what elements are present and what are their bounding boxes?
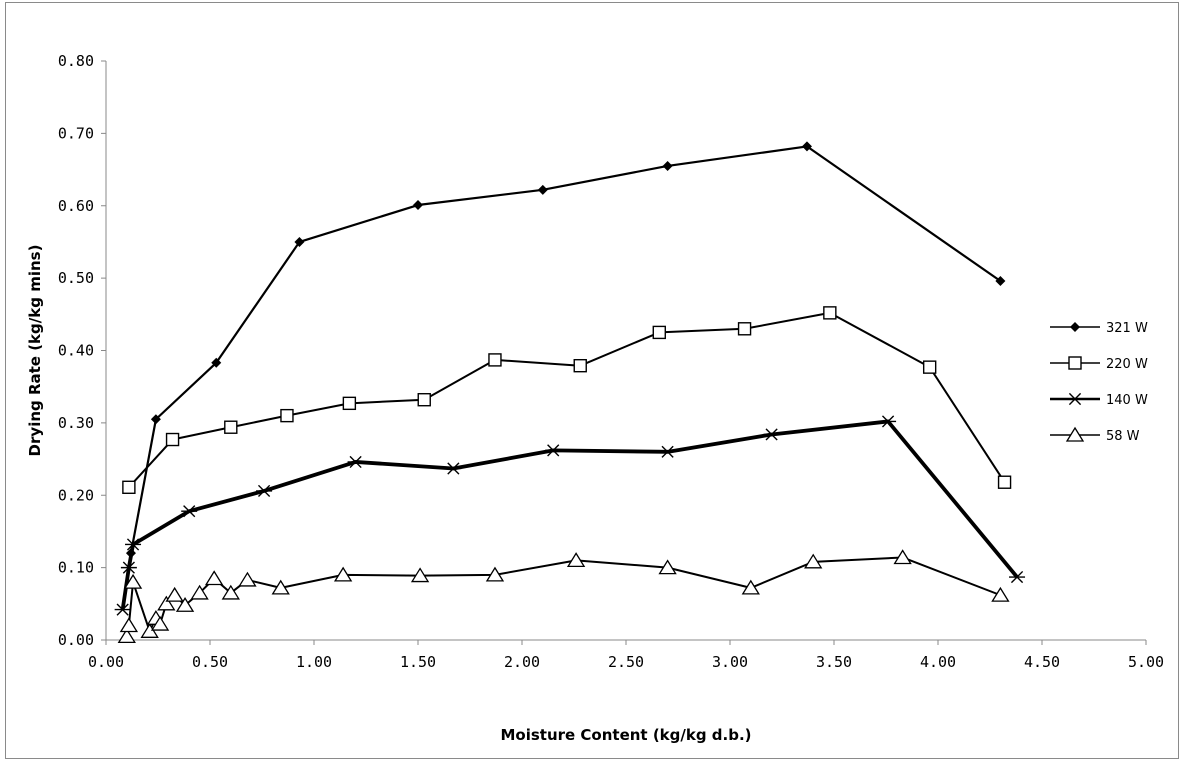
data-point-321-w — [413, 200, 423, 211]
data-point-58-w — [271, 579, 290, 595]
chart-frame — [5, 2, 1179, 759]
data-point-220-w — [922, 360, 937, 374]
data-point-321-w — [537, 184, 548, 195]
data-point-220-w — [280, 408, 294, 423]
data-point-140-w — [256, 484, 273, 498]
data-point-58-w — [221, 584, 240, 600]
data-point-58-w — [658, 559, 677, 575]
series-140-w — [114, 415, 1026, 616]
data-point-58-w — [410, 567, 430, 583]
data-point-140-w — [347, 455, 364, 469]
legend-marker-220-w — [1068, 356, 1082, 370]
data-point-58-w — [165, 586, 184, 602]
data-point-58-w — [175, 597, 195, 612]
data-point-58-w — [204, 570, 224, 586]
series-line-58-w — [125, 556, 1001, 637]
x-tick-label: 0.50 — [192, 653, 228, 671]
y-tick-label: 0.50 — [58, 269, 94, 287]
data-point-58-w — [741, 579, 760, 595]
legend-marker-140-w — [1067, 392, 1083, 406]
y-tick-label: 0.10 — [58, 559, 94, 577]
y-tick-label: 0.70 — [58, 124, 94, 142]
x-tick-label: 5.00 — [1128, 653, 1164, 671]
x-tick-label: 2.50 — [608, 653, 644, 671]
y-tick-label: 0.00 — [58, 631, 94, 649]
data-point-58-w — [157, 595, 176, 611]
series-line-140-w — [120, 419, 1019, 610]
data-point-140-w — [545, 444, 562, 457]
data-point-220-w — [823, 306, 837, 320]
data-point-220-w — [417, 393, 431, 407]
legend-item-220-w: 220 W — [1050, 356, 1148, 372]
data-point-220-w — [488, 353, 502, 367]
legend-item-321-w: 321 W — [1050, 321, 1148, 336]
data-point-321-w — [294, 236, 305, 247]
data-point-321-w — [211, 357, 222, 368]
data-point-140-w — [1009, 570, 1026, 584]
data-point-58-w — [123, 573, 143, 589]
x-axis-title: Moisture Content (kg/kg d.b.) — [500, 726, 751, 744]
data-point-140-w — [114, 603, 131, 616]
x-tick-label: 4.50 — [1024, 653, 1060, 671]
data-point-140-w — [181, 505, 198, 518]
data-point-321-w — [995, 276, 1006, 287]
data-point-220-w — [573, 358, 587, 373]
data-point-220-w — [652, 325, 666, 340]
x-tick-label: 2.00 — [504, 653, 540, 671]
x-tick-label: 3.00 — [712, 653, 748, 671]
x-tick-label: 3.50 — [816, 653, 852, 671]
y-tick-label: 0.40 — [58, 342, 94, 360]
x-tick-label: 1.00 — [296, 653, 332, 671]
data-point-58-w — [333, 566, 353, 582]
data-point-58-w — [190, 584, 209, 600]
x-tick-label: 4.00 — [920, 653, 956, 671]
legend-label-321-w: 321 W — [1106, 321, 1148, 336]
legend-marker-321-w — [1070, 322, 1080, 332]
data-point-58-w — [119, 617, 139, 633]
data-point-140-w — [120, 561, 137, 574]
series-58-w — [117, 549, 1010, 644]
data-point-220-w — [997, 475, 1012, 489]
x-tick-label: 0.00 — [88, 653, 124, 671]
data-point-58-w — [140, 623, 159, 638]
data-point-58-w — [893, 549, 912, 565]
data-point-140-w — [659, 445, 676, 458]
x-tick-label: 1.50 — [400, 653, 436, 671]
data-point-140-w — [445, 462, 462, 475]
y-tick-label: 0.30 — [58, 414, 94, 432]
series-220-w — [122, 306, 1012, 494]
data-point-58-w — [566, 552, 586, 568]
data-point-58-w — [485, 566, 505, 582]
data-point-58-w — [804, 553, 823, 569]
legend-label-140-w: 140 W — [1106, 393, 1148, 408]
data-point-321-w — [662, 160, 673, 171]
series-line-220-w — [128, 311, 1006, 488]
y-tick-label: 0.60 — [58, 197, 94, 215]
data-point-58-w — [117, 628, 136, 644]
data-point-220-w — [737, 322, 752, 336]
legend-item-58-w: 58 W — [1050, 426, 1140, 444]
series-321-w — [125, 141, 1006, 559]
legend-marker-58-w — [1065, 426, 1085, 442]
legend-label-58-w: 58 W — [1106, 429, 1140, 444]
y-tick-label: 0.20 — [58, 486, 94, 504]
data-point-220-w — [122, 480, 136, 494]
data-point-58-w — [238, 571, 257, 587]
data-point-220-w — [342, 396, 357, 411]
data-point-321-w — [150, 414, 161, 425]
data-point-140-w — [880, 415, 897, 428]
data-point-140-w — [125, 538, 142, 551]
legend-item-140-w: 140 W — [1050, 392, 1148, 408]
y-axis-title: Drying Rate (kg/kg mins) — [26, 245, 44, 457]
data-point-220-w — [224, 420, 238, 434]
legend-label-220-w: 220 W — [1106, 357, 1148, 372]
data-point-321-w — [801, 141, 812, 152]
data-point-140-w — [763, 428, 780, 441]
data-point-58-w — [991, 586, 1010, 602]
y-tick-label: 0.80 — [58, 52, 94, 70]
data-point-220-w — [165, 432, 180, 447]
legend: 321 W 220 W 140 W 58 W — [1050, 321, 1148, 444]
data-point-58-w — [150, 615, 170, 631]
